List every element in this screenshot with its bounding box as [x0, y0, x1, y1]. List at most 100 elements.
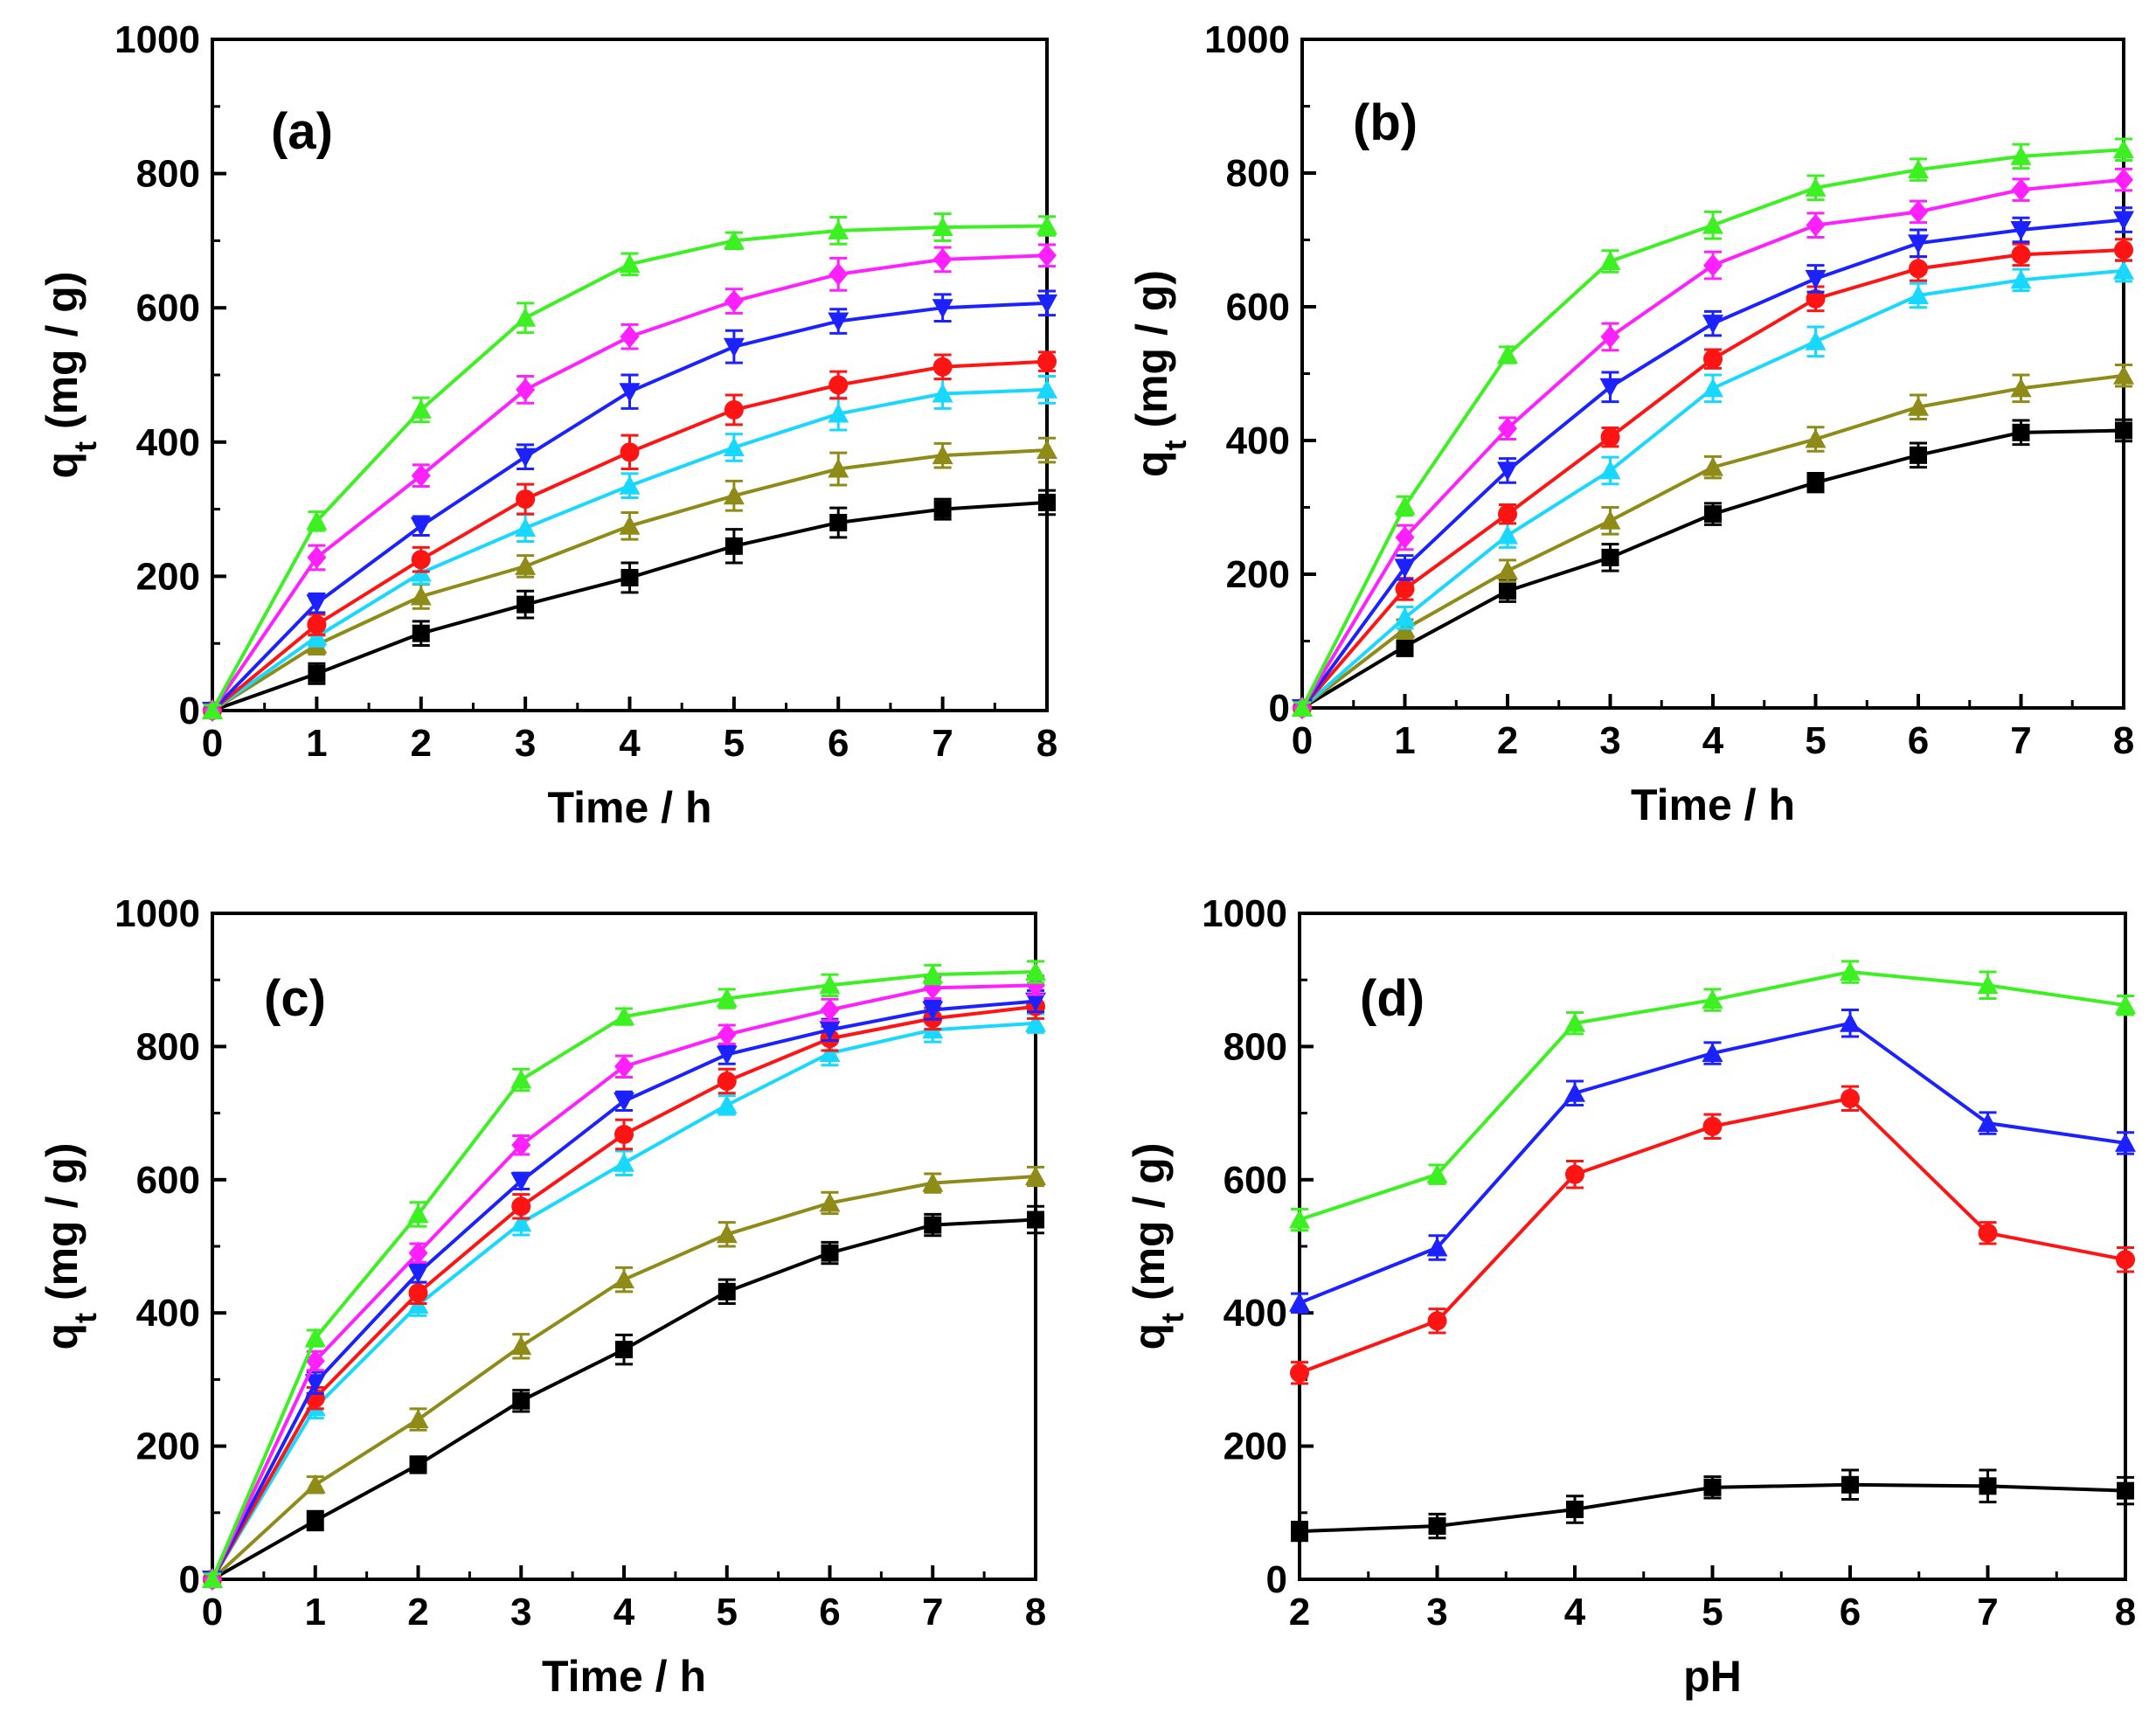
data-point — [2010, 145, 2032, 165]
data-point — [515, 447, 537, 468]
x-tick-label: 6 — [819, 1591, 840, 1633]
y-tick-label: 400 — [1224, 1292, 1287, 1335]
data-point — [1394, 558, 1416, 579]
series-black — [204, 489, 1056, 719]
data-point — [1599, 460, 1621, 480]
data-point — [1703, 1478, 1722, 1496]
data-point — [2113, 139, 2134, 159]
data-point — [1027, 1210, 1044, 1229]
data-point — [1394, 495, 1416, 515]
data-point — [1394, 607, 1416, 627]
data-point — [922, 1001, 944, 1021]
data-point — [2012, 423, 2030, 441]
data-point — [724, 537, 743, 555]
data-point — [1805, 269, 1827, 289]
series-magenta — [1293, 167, 2133, 719]
data-point — [932, 445, 953, 465]
y-axis-subscript: t — [67, 1313, 103, 1323]
x-tick-label: 6 — [1840, 1591, 1861, 1633]
data-point — [1909, 200, 1928, 224]
y-tick-label: 200 — [1224, 1425, 1287, 1468]
series-magenta — [203, 974, 1045, 1591]
x-axis-title: Time / h — [1631, 780, 1795, 829]
data-point — [1979, 1477, 1997, 1495]
axis-ticks: 0 1 2 3 4 5 6 7 8 0 200 400 600 800 1000 — [1204, 18, 2134, 762]
data-point — [411, 464, 431, 488]
data-point — [304, 1374, 326, 1394]
data-point — [1426, 1163, 1448, 1183]
data-point — [1289, 1209, 1310, 1229]
data-point — [828, 262, 849, 286]
data-point — [922, 1172, 944, 1192]
data-point — [1025, 1165, 1046, 1185]
data-point — [1497, 524, 1518, 544]
data-point — [411, 550, 431, 570]
data-point — [716, 988, 738, 1008]
data-point — [2010, 221, 2032, 241]
data-point — [932, 247, 953, 271]
data-point — [1702, 1043, 1723, 1063]
x-tick-label: 6 — [1908, 719, 1929, 762]
data-point — [1290, 1363, 1309, 1383]
data-point — [1600, 427, 1620, 447]
data-point — [202, 700, 223, 719]
axis-ticks: 0 1 2 3 4 5 6 7 8 0 200 400 600 800 1000 — [114, 892, 1046, 1633]
data-point — [723, 337, 745, 357]
data-point — [408, 1241, 428, 1265]
data-point — [1702, 214, 1723, 234]
data-point — [1289, 1292, 1310, 1312]
x-tick-label: 2 — [407, 1591, 428, 1633]
data-point — [1703, 349, 1723, 369]
data-point — [614, 1269, 634, 1289]
data-point — [614, 1006, 634, 1026]
x-tick-label: 3 — [515, 722, 536, 765]
data-point — [2010, 269, 2032, 289]
x-tick-label: 8 — [2115, 1591, 2136, 1633]
y-tick-label: 0 — [179, 1558, 200, 1601]
x-tick-label: 1 — [305, 1591, 326, 1633]
y-tick-label: 0 — [179, 690, 200, 732]
data-point — [2115, 421, 2132, 440]
x-tick-label: 8 — [1036, 722, 1057, 765]
y-axis-unit: (mg / g) — [38, 1143, 87, 1313]
data-point — [511, 1196, 531, 1217]
y-tick-label: 600 — [136, 287, 200, 329]
x-tick-label: 3 — [1426, 1591, 1447, 1633]
data-point — [2116, 1250, 2135, 1270]
y-axis-symbol: q — [1127, 450, 1176, 477]
data-point — [619, 383, 641, 403]
y-tick-label: 400 — [136, 1292, 200, 1335]
data-point — [1036, 215, 1057, 235]
data-point — [1599, 378, 1621, 398]
series-layer — [1292, 137, 2134, 719]
data-point — [410, 399, 432, 419]
data-point — [1702, 315, 1723, 335]
panel-label: (c) — [264, 970, 326, 1027]
data-point — [1427, 1311, 1447, 1331]
data-point — [1805, 330, 1827, 350]
data-point — [510, 1335, 532, 1356]
data-point — [1601, 548, 1619, 566]
data-point — [820, 998, 840, 1022]
x-tick-label: 1 — [1394, 719, 1415, 762]
data-point — [723, 230, 745, 250]
data-point — [515, 517, 537, 538]
data-point — [306, 594, 328, 614]
y-tick-label: 1000 — [114, 18, 200, 61]
y-tick-label: 800 — [1226, 152, 1290, 195]
data-point — [1908, 234, 1929, 254]
data-point — [1806, 288, 1826, 309]
x-tick-label: 5 — [1702, 1591, 1723, 1633]
y-axis-subscript: t — [67, 441, 103, 452]
data-point — [407, 1409, 429, 1429]
data-point — [620, 325, 640, 349]
series-magenta — [203, 243, 1057, 722]
data-point — [620, 442, 640, 462]
x-tick-label: 4 — [619, 722, 641, 765]
data-point — [515, 307, 537, 327]
data-point — [412, 624, 430, 642]
data-point — [1702, 989, 1723, 1009]
series-blue — [1289, 1008, 2136, 1314]
